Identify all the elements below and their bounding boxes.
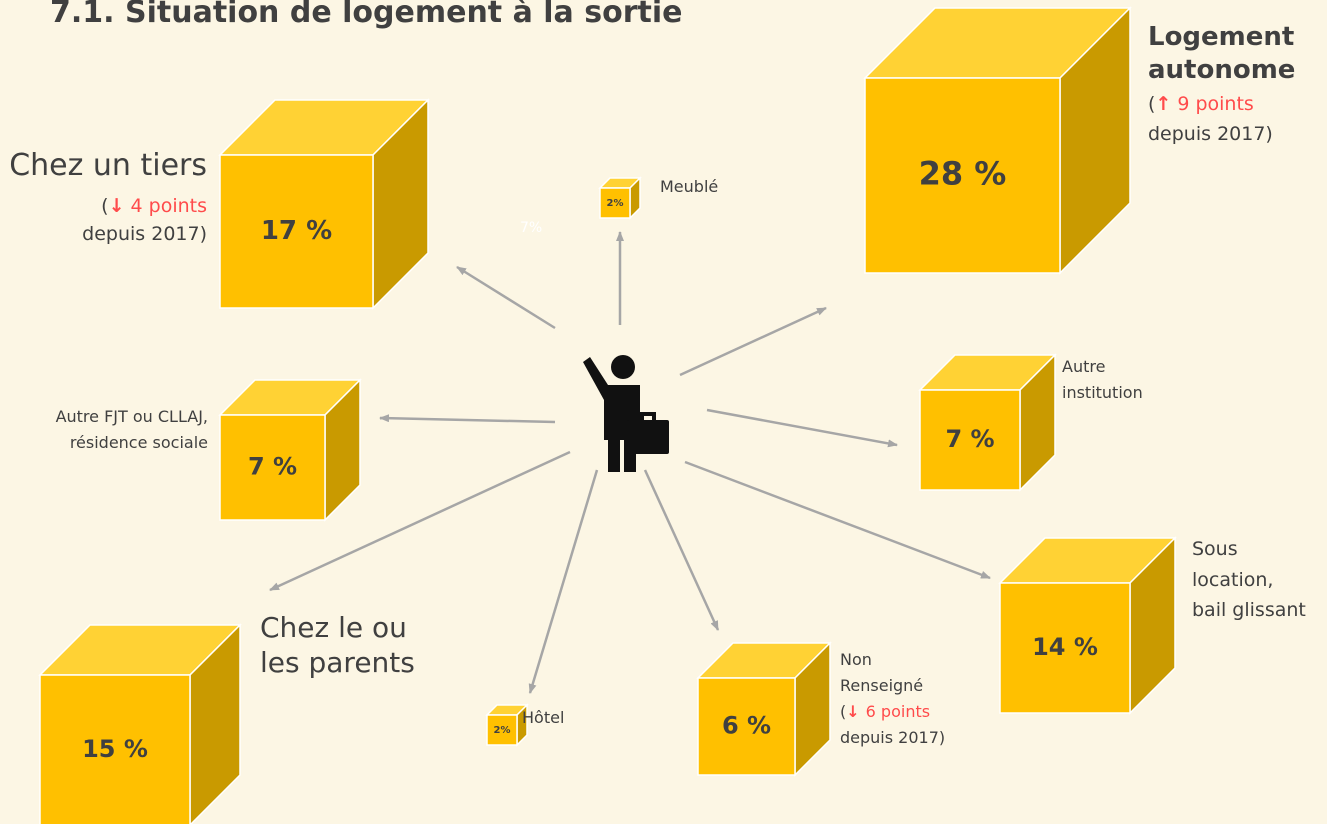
change-since: depuis 2017) [1148, 123, 1273, 145]
value-label: 7 % [248, 453, 297, 481]
value-label: 17 % [261, 216, 332, 246]
value-label: 28 % [919, 155, 1007, 193]
item-label: institution [1062, 383, 1143, 402]
item-label: autonome [1148, 55, 1295, 85]
item-label: Logement [1148, 22, 1294, 52]
item-label: Meublé [660, 177, 718, 196]
title: 7.1. Situation de logement à la sortie [50, 0, 682, 30]
change-amount: 6 points [866, 702, 930, 721]
change-arrow: ↓ [846, 702, 859, 721]
value-label: 2% [607, 198, 624, 209]
item-label: Autre FJT ou CLLAJ, [56, 407, 208, 426]
value-label: 7 % [945, 425, 994, 453]
value-label: 15 % [82, 735, 148, 763]
change-open: ( [101, 195, 108, 217]
ghost-label: 7% [520, 220, 542, 236]
change-line: (↓ 4 points [101, 195, 207, 217]
item-label: Renseigné [840, 676, 923, 695]
page: 7.1. Situation de logement à la sortie 7… [0, 0, 1327, 824]
item-label: Sous [1192, 538, 1238, 560]
change-since: depuis 2017) [840, 728, 945, 747]
item-label: les parents [260, 646, 415, 679]
item-label: Hôtel [522, 708, 564, 727]
value-label: 2% [494, 725, 511, 736]
item-label: Chez le ou [260, 611, 407, 644]
change-arrow: ↑ [1155, 93, 1171, 115]
item-label: location, [1192, 569, 1273, 591]
change-arrow: ↓ [109, 195, 125, 217]
value-label: 14 % [1032, 633, 1098, 661]
change-amount: 4 points [131, 195, 207, 217]
change-since: depuis 2017) [82, 223, 207, 245]
item-label: Non [840, 650, 872, 669]
item-label: résidence sociale [70, 433, 208, 452]
item-label: Autre [1062, 357, 1105, 376]
change-line: (↑ 9 points [1148, 93, 1254, 115]
value-label: 6 % [722, 712, 771, 740]
infographic: 7.1. Situation de logement à la sortie 7… [0, 0, 1327, 824]
item-label: bail glissant [1192, 599, 1306, 621]
change-open: ( [1148, 93, 1155, 115]
item-label: Chez un tiers [9, 148, 207, 183]
change-amount: 9 points [1177, 93, 1253, 115]
change-line: (↓6 points [840, 702, 930, 721]
